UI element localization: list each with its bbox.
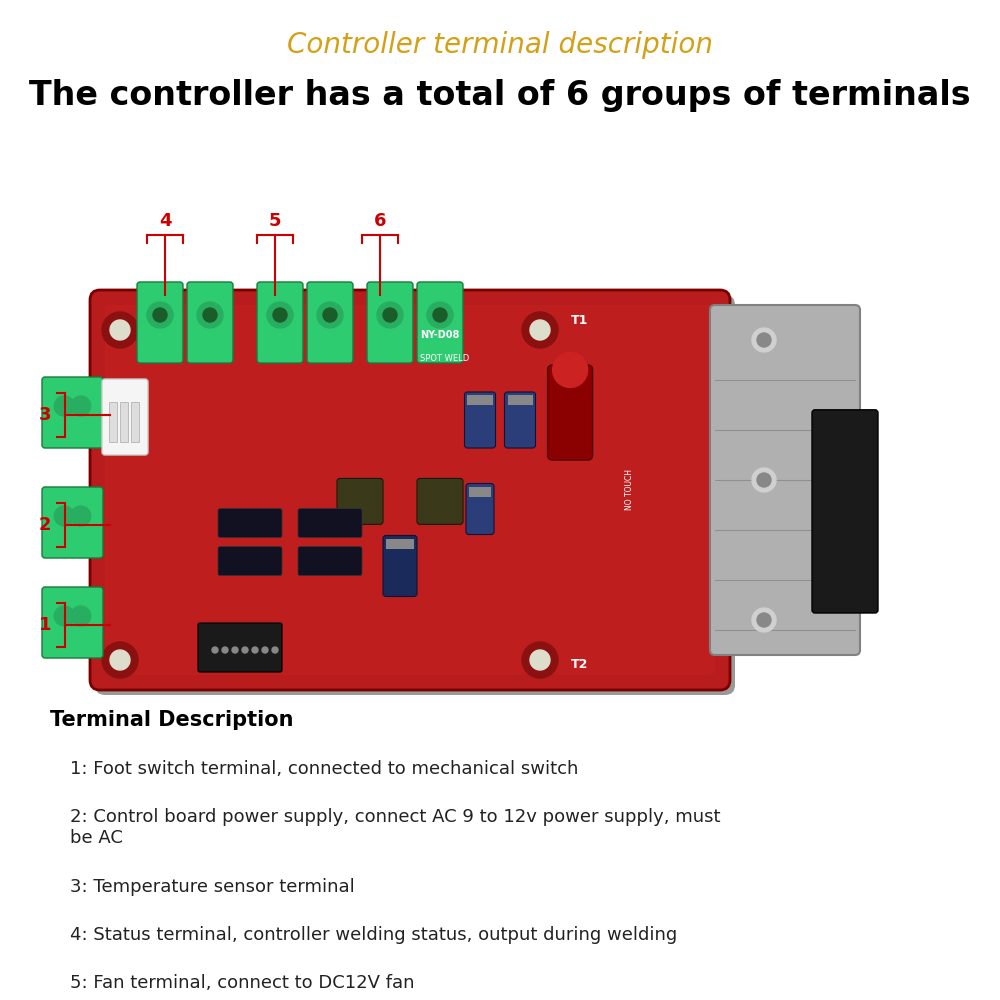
FancyBboxPatch shape: [505, 392, 536, 448]
Circle shape: [427, 302, 453, 328]
Text: NO TOUCH: NO TOUCH: [626, 470, 635, 510]
Circle shape: [222, 647, 228, 653]
Circle shape: [377, 302, 403, 328]
Circle shape: [317, 302, 343, 328]
Circle shape: [522, 312, 558, 348]
Circle shape: [522, 642, 558, 678]
Circle shape: [242, 647, 248, 653]
Circle shape: [232, 647, 238, 653]
FancyBboxPatch shape: [42, 587, 103, 658]
FancyBboxPatch shape: [417, 282, 463, 363]
FancyBboxPatch shape: [120, 402, 128, 442]
Text: 1: Foot switch terminal, connected to mechanical switch: 1: Foot switch terminal, connected to me…: [70, 760, 578, 778]
Text: 3: Temperature sensor terminal: 3: Temperature sensor terminal: [70, 878, 355, 896]
FancyBboxPatch shape: [90, 290, 730, 690]
Circle shape: [757, 613, 771, 627]
Text: T2: T2: [571, 658, 589, 672]
FancyBboxPatch shape: [298, 547, 362, 576]
FancyBboxPatch shape: [464, 392, 495, 448]
Text: NY-D08: NY-D08: [420, 330, 459, 340]
Text: SPOT WELD: SPOT WELD: [420, 354, 469, 363]
FancyBboxPatch shape: [218, 509, 282, 538]
FancyBboxPatch shape: [466, 484, 494, 534]
FancyBboxPatch shape: [508, 395, 533, 405]
FancyBboxPatch shape: [710, 305, 860, 655]
Circle shape: [54, 506, 74, 526]
Circle shape: [147, 302, 173, 328]
Circle shape: [212, 647, 218, 653]
Text: 1: 1: [39, 616, 51, 634]
Circle shape: [553, 353, 588, 388]
Circle shape: [252, 647, 258, 653]
Text: 5: Fan terminal, connect to DC12V fan: 5: Fan terminal, connect to DC12V fan: [70, 974, 415, 992]
FancyBboxPatch shape: [95, 295, 735, 695]
Circle shape: [71, 396, 91, 416]
Circle shape: [110, 320, 130, 340]
FancyBboxPatch shape: [812, 410, 878, 613]
Circle shape: [383, 308, 397, 322]
Text: 3: 3: [39, 406, 51, 424]
FancyBboxPatch shape: [131, 402, 139, 442]
Circle shape: [102, 312, 138, 348]
Text: T1: T1: [571, 314, 589, 327]
Circle shape: [273, 308, 287, 322]
Circle shape: [272, 647, 278, 653]
Text: 4: Status terminal, controller welding status, output during welding: 4: Status terminal, controller welding s…: [70, 926, 677, 944]
FancyBboxPatch shape: [105, 305, 715, 675]
FancyBboxPatch shape: [467, 395, 492, 405]
Text: 2: 2: [39, 516, 51, 534]
FancyBboxPatch shape: [367, 282, 413, 363]
Circle shape: [71, 506, 91, 526]
FancyBboxPatch shape: [298, 509, 362, 538]
FancyBboxPatch shape: [548, 365, 593, 460]
Circle shape: [530, 320, 550, 340]
Circle shape: [757, 333, 771, 347]
FancyBboxPatch shape: [42, 377, 103, 448]
FancyBboxPatch shape: [218, 547, 282, 576]
Circle shape: [71, 606, 91, 626]
Circle shape: [752, 608, 776, 632]
FancyBboxPatch shape: [383, 536, 417, 596]
FancyBboxPatch shape: [386, 538, 414, 548]
Circle shape: [197, 302, 223, 328]
Circle shape: [54, 606, 74, 626]
Circle shape: [54, 396, 74, 416]
Text: 4: 4: [159, 212, 171, 230]
Circle shape: [267, 302, 293, 328]
Text: Controller terminal description: Controller terminal description: [287, 31, 713, 59]
FancyBboxPatch shape: [257, 282, 303, 363]
Circle shape: [262, 647, 268, 653]
FancyBboxPatch shape: [42, 487, 103, 558]
Circle shape: [752, 468, 776, 492]
Text: 2: Control board power supply, connect AC 9 to 12v power supply, must
be AC: 2: Control board power supply, connect A…: [70, 808, 720, 847]
FancyBboxPatch shape: [307, 282, 353, 363]
Text: The controller has a total of 6 groups of terminals: The controller has a total of 6 groups o…: [29, 79, 971, 111]
FancyBboxPatch shape: [187, 282, 233, 363]
Circle shape: [530, 650, 550, 670]
FancyBboxPatch shape: [102, 379, 148, 455]
Circle shape: [433, 308, 447, 322]
Circle shape: [757, 473, 771, 487]
FancyBboxPatch shape: [137, 282, 183, 363]
Circle shape: [323, 308, 337, 322]
FancyBboxPatch shape: [109, 402, 117, 442]
FancyBboxPatch shape: [198, 623, 282, 672]
Circle shape: [102, 642, 138, 678]
FancyBboxPatch shape: [337, 478, 383, 524]
Circle shape: [752, 328, 776, 352]
Text: 6: 6: [374, 212, 386, 230]
Text: Terminal Description: Terminal Description: [50, 710, 294, 730]
FancyBboxPatch shape: [469, 487, 491, 497]
Circle shape: [153, 308, 167, 322]
Circle shape: [110, 650, 130, 670]
Text: 5: 5: [269, 212, 281, 230]
Circle shape: [203, 308, 217, 322]
FancyBboxPatch shape: [417, 478, 463, 524]
